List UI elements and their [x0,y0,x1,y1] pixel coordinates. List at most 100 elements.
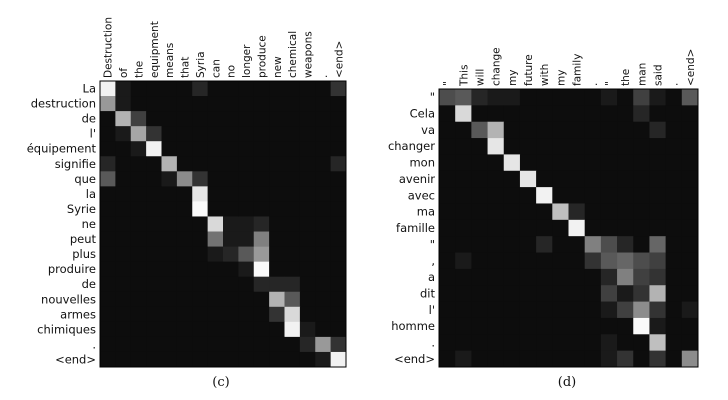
heatmap-cell [487,170,505,188]
row-label: que [74,172,96,186]
heatmap-cell [146,126,162,142]
heatmap-cell [584,187,602,204]
heatmap-cell [330,276,347,293]
heatmap-cell [536,203,553,221]
heatmap-cell [207,291,224,308]
heatmap-cell [192,321,208,338]
heatmap-cell [487,252,505,270]
heatmap-cell [649,187,666,204]
heatmap-cell [681,89,699,106]
heatmap-cell [115,186,132,202]
heatmap-cell [487,105,505,122]
heatmap-cell [568,334,585,351]
heatmap-cell [315,111,331,127]
heatmap-cell [207,126,224,142]
heatmap-cell [238,351,255,368]
heatmap-cell [519,138,537,155]
heatmap-cell [649,317,666,335]
column-label: can [210,59,222,78]
heatmap-cell [100,351,116,368]
heatmap-cell [100,186,116,202]
heatmap-cell [192,201,208,217]
heatmap-cell [487,89,505,106]
heatmap-cell [536,105,553,122]
heatmap-cell [455,121,472,139]
heatmap-cell [487,301,505,319]
heatmap-cell [552,121,569,139]
heatmap-cell [253,201,270,217]
heatmap-cell [192,126,208,142]
row-label: avenir [399,172,435,186]
heatmap-cell [315,276,331,293]
row-label: va [421,123,435,137]
heatmap-cell [536,236,553,253]
heatmap-cell [471,268,488,286]
heatmap-cell [115,261,132,277]
heatmap-cell [552,138,569,155]
heatmap-cell [253,276,270,293]
heatmap-cell [439,268,456,286]
heatmap-cell [253,291,270,308]
row-label: nouvelles [41,292,96,306]
row-label: produire [48,262,96,276]
heatmap-cell [552,154,569,172]
heatmap-cell [130,186,147,202]
heatmap-cell [617,89,634,106]
heatmap-cell [269,216,285,232]
heatmap-cell [269,291,285,308]
heatmap-cell [519,334,537,351]
heatmap-cell [503,105,521,122]
heatmap-cell [617,187,634,204]
heatmap-cell [207,96,224,112]
heatmap-cell [536,268,553,286]
heatmap-cell [130,351,147,368]
heatmap-cell [315,321,331,338]
heatmap-cell [330,321,347,338]
heatmap-cell [176,126,193,142]
heatmap-cell [330,306,347,323]
heatmap-cell [439,154,456,172]
heatmap-cell [649,89,666,106]
heatmap-cell [223,201,239,217]
heatmap-cell [665,105,683,122]
heatmap-cell [223,111,239,127]
heatmap-cell [633,187,650,204]
heatmap-cell [487,334,505,351]
heatmap-cell [146,306,162,323]
heatmap-cell [568,170,585,188]
heatmap-cell [617,285,634,302]
heatmap-cell [681,317,699,335]
heatmap-cell [253,141,270,157]
heatmap-cell [471,105,488,122]
heatmap-cell [568,350,585,368]
heatmap-cell [617,138,634,155]
heatmap-cell [649,252,666,270]
heatmap-cell [552,105,569,122]
heatmap-cell [299,96,316,112]
heatmap-cell [503,187,521,204]
heatmap-cell [161,231,178,247]
heatmap-cell [146,231,162,247]
heatmap-cell [600,121,618,139]
heatmap-cell [223,186,239,202]
heatmap-cell [176,186,193,202]
heatmap-cell [207,276,224,293]
heatmap-cell [253,186,270,202]
heatmap-cell [633,203,650,221]
heatmap-cell [503,89,521,106]
heatmap-cell [115,81,132,97]
row-label: la [86,187,96,201]
heatmap-cell [471,350,488,368]
heatmap-cell [269,171,285,187]
heatmap-cell [192,246,208,262]
heatmap-cell [315,96,331,112]
heatmap-cell [192,261,208,277]
heatmap-cell [161,276,178,293]
heatmap-cell [238,231,255,247]
heatmap-cell [439,138,456,155]
heatmap-cell [146,276,162,293]
heatmap-cell [617,350,634,368]
heatmap-cell [455,105,472,122]
heatmap-cell [269,126,285,142]
heatmap-cell [503,285,521,302]
